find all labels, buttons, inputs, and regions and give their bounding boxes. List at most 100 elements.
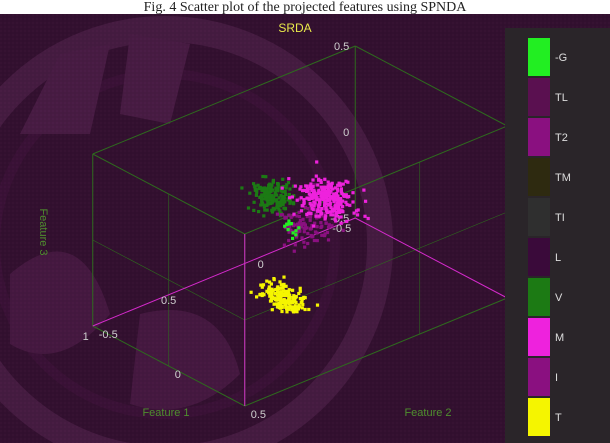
data-point [290,308,294,312]
data-point [311,178,315,182]
data-point [336,183,340,187]
data-point [269,198,273,202]
data-point [248,191,252,195]
data-point [278,209,282,213]
data-point [275,212,279,216]
data-point [262,197,266,201]
data-point [307,192,311,196]
data-point [341,205,345,209]
data-point [330,196,334,200]
data-point [289,300,293,304]
data-point [308,218,312,222]
data-point [297,305,302,309]
data-point [275,198,279,202]
data-point [262,214,266,218]
data-point [273,191,277,195]
axes-edge [92,45,356,155]
data-point [270,295,275,299]
data-point [300,299,304,303]
data-point [315,239,319,243]
data-point [279,189,283,193]
data-point [315,196,319,200]
data-point [334,219,338,223]
data-point [323,234,327,238]
data-point [286,305,290,309]
data-point [281,190,285,194]
data-point [269,187,273,191]
data-point [320,214,324,218]
data-point [298,289,302,293]
data-point [352,211,356,215]
data-point [257,186,261,191]
data-point [298,286,302,290]
data-point [293,243,297,247]
data-point [300,236,304,240]
data-point [319,221,323,225]
data-point [323,217,327,221]
data-point [290,305,294,309]
data-point [333,209,337,213]
data-point [307,307,311,312]
data-point [330,224,334,228]
data-point [302,201,306,205]
data-point [327,188,331,192]
data-point [299,209,304,213]
data-point [315,209,319,213]
data-point [339,221,343,225]
chart-title: SRDA [278,21,311,35]
data-point [291,184,296,188]
data-point [293,306,297,310]
data-point [282,243,286,247]
data-point [261,283,266,287]
data-point [297,215,301,219]
data-point [284,284,288,288]
data-point [285,183,289,187]
data-point [318,191,322,195]
legend-label: TL [555,92,568,104]
data-point [253,184,257,188]
data-point [288,222,292,226]
data-point [294,300,298,305]
data-point [288,196,292,200]
data-point [252,208,256,212]
data-point [284,186,288,190]
legend-swatch [528,278,550,316]
data-point [291,231,295,235]
data-point [338,183,343,187]
data-point [326,197,330,201]
data-point [332,192,336,196]
data-point [327,223,331,227]
data-point [259,195,263,199]
data-point [301,217,305,221]
axes-edge [355,217,508,299]
x-tick-label: 1 [83,331,89,343]
data-point [260,193,264,197]
data-point [324,189,328,193]
data-point [293,184,297,188]
data-point [329,189,333,193]
data-point [271,208,275,212]
data-point [291,288,295,292]
data-point [324,202,329,206]
data-point [319,225,323,229]
data-point [340,209,344,213]
data-point [282,282,286,286]
data-point [279,199,283,203]
legend-swatch [528,358,550,396]
data-point [292,294,296,298]
figure-panel: -0.500.5-0.500.51-0.500.5 SRDA Feature 1… [0,14,610,443]
data-point [275,302,279,306]
data-point [323,201,327,205]
data-point [326,194,330,198]
data-point [301,303,305,307]
data-point [278,280,282,284]
data-point [274,186,278,190]
data-point [303,245,307,249]
data-point [348,203,352,207]
data-point [303,205,308,209]
data-point [302,188,307,192]
data-point [258,293,262,297]
data-point [291,222,295,226]
data-point [339,190,343,194]
data-point [330,181,334,185]
